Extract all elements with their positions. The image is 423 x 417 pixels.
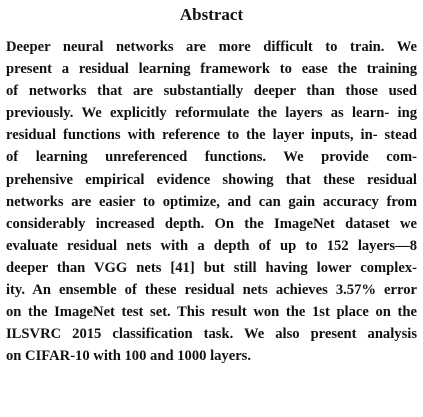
abstract-line: considerably increased depth. On the Ima… xyxy=(6,215,417,232)
abstract-line-last: on CIFAR-10 with 100 and 1000 layers. xyxy=(6,348,251,365)
abstract-line: present a residual learning framework to… xyxy=(6,61,417,78)
abstract-line: previously. We explicitly reformulate th… xyxy=(6,105,417,122)
abstract-line: evaluate residual nets with a depth of u… xyxy=(6,237,417,254)
abstract-line: Deeper neural networks are more difficul… xyxy=(6,39,417,55)
abstract-line: residual functions with reference to the… xyxy=(6,127,417,144)
abstract-line: ILSVRC 2015 classification task. We also… xyxy=(6,326,417,343)
abstract-line: deeper than VGG nets [41] but still havi… xyxy=(6,259,417,276)
abstract-body: Deeper neural networks are more difficul… xyxy=(6,36,417,367)
abstract-line: of networks that are substantially deepe… xyxy=(6,83,417,100)
abstract-heading: Abstract xyxy=(179,5,244,24)
abstract-line: on the ImageNet test set. This result wo… xyxy=(6,304,417,321)
abstract-line: networks are easier to optimize, and can… xyxy=(6,193,417,210)
abstract-line: prehensive empirical evidence showing th… xyxy=(6,171,417,188)
abstract-line: ity. An ensemble of these residual nets … xyxy=(6,282,417,299)
abstract-line: of learning unreferenced functions. We p… xyxy=(6,149,417,166)
